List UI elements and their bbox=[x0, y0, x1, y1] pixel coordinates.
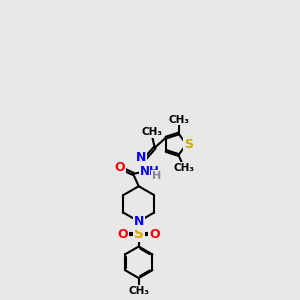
Text: S: S bbox=[184, 138, 193, 151]
Text: O: O bbox=[114, 161, 125, 174]
Text: H: H bbox=[152, 171, 161, 181]
Text: CH₃: CH₃ bbox=[173, 163, 194, 173]
Text: CH₃: CH₃ bbox=[168, 115, 189, 125]
Text: N: N bbox=[134, 215, 144, 228]
Text: N: N bbox=[134, 216, 144, 229]
Text: CH₃: CH₃ bbox=[142, 127, 163, 137]
Text: N: N bbox=[136, 151, 146, 164]
Text: NH: NH bbox=[140, 165, 160, 178]
Text: S: S bbox=[134, 227, 144, 241]
Text: O: O bbox=[118, 228, 128, 241]
Text: O: O bbox=[149, 228, 160, 241]
Text: CH₃: CH₃ bbox=[128, 286, 149, 296]
